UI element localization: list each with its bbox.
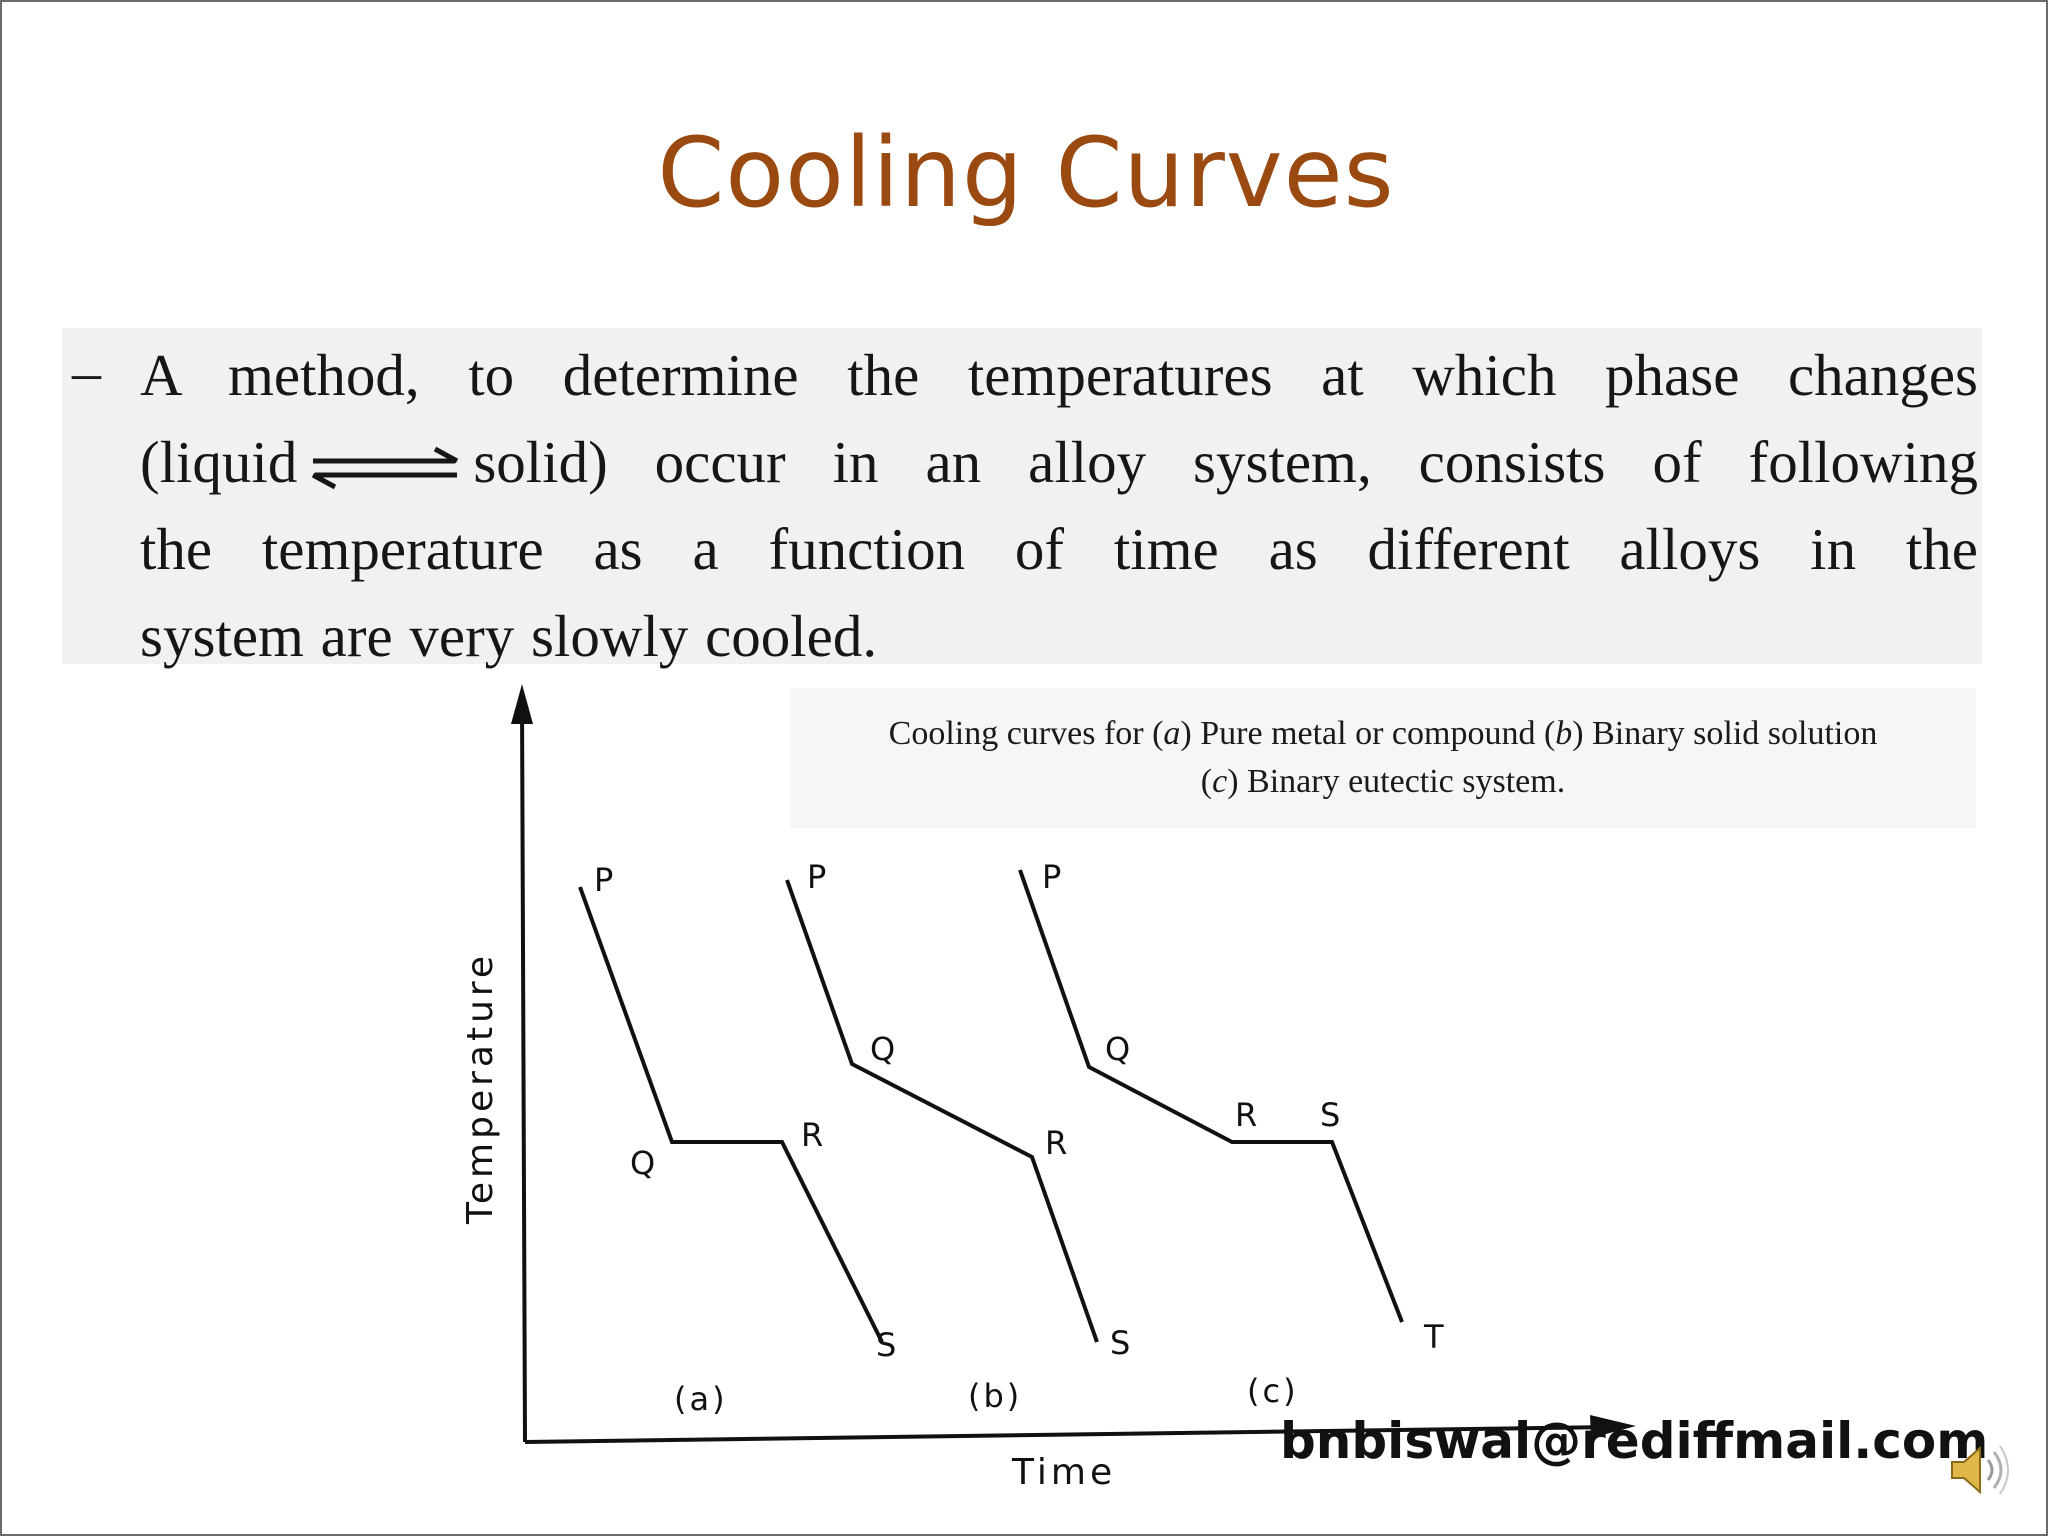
x-axis-arrowhead [1590, 1415, 1636, 1438]
curve-b [785, 879, 1099, 1343]
label-b-Q: Q [870, 1030, 895, 1068]
y-axis [520, 701, 527, 1443]
caption-background [790, 688, 1976, 828]
caption-italic-c: c [1212, 763, 1228, 800]
label-b-S: S [1110, 1324, 1130, 1362]
paragraph-line-2-start: (liquid [140, 429, 298, 495]
label-a-S: S [876, 1326, 896, 1364]
panel-label-c: (c) [1247, 1372, 1299, 1410]
speaker-icon[interactable] [1946, 1440, 2016, 1500]
caption-italic-b: b [1555, 715, 1573, 752]
x-axis-label: Time [1011, 1452, 1116, 1493]
caption-text-1: Cooling curves for ( [888, 715, 1164, 752]
label-a-R: R [801, 1116, 823, 1154]
label-c-T: T [1423, 1318, 1444, 1356]
x-axis [524, 1425, 1613, 1444]
label-b-P: P [807, 858, 826, 896]
paragraph-line-1: A method, to determine the temperatures … [140, 342, 1978, 408]
label-b-R: R [1045, 1124, 1067, 1162]
caption-line-1: Cooling curves for (a) Pure metal or com… [790, 710, 1976, 758]
caption-text-3: ) Binary solid solution [1572, 715, 1878, 752]
definition-paragraph: A method, to determine the temperatures … [140, 332, 1978, 680]
curve-a [578, 886, 884, 1343]
label-c-S: S [1320, 1096, 1340, 1134]
caption-italic-a: a [1163, 715, 1181, 752]
curve-c [1018, 869, 1404, 1323]
paragraph-line-4: system are very slowly cooled. [140, 603, 878, 669]
paragraph-line-2: (liquid solid) occur in an alloy system,… [140, 419, 1978, 506]
y-axis-arrowhead [511, 684, 533, 724]
paragraph-line-3: the temperature as a function of time as… [140, 516, 1978, 582]
label-a-Q: Q [630, 1144, 655, 1182]
panel-label-b: (b) [968, 1377, 1022, 1415]
panel-label-a: (a) [674, 1380, 728, 1418]
label-a-P: P [594, 861, 613, 899]
paragraph-line-2-end: solid) occur in an alloy system, consist… [473, 429, 1978, 495]
panel-labels: (a) (b) (c) [674, 1372, 1299, 1418]
caption-text-5: ) Binary eutectic system. [1227, 763, 1566, 800]
label-c-P: P [1042, 858, 1061, 896]
scanned-text-background [62, 328, 1982, 664]
caption-text-4: ( [1200, 763, 1213, 800]
label-c-R: R [1235, 1096, 1257, 1134]
point-labels: P Q R S P Q R S P Q R S T [594, 858, 1444, 1364]
caption-line-2: (c) Binary eutectic system. [790, 758, 1976, 806]
figure-caption: Cooling curves for (a) Pure metal or com… [790, 710, 1976, 806]
slide-title: Cooling Curves [657, 117, 1395, 229]
caption-text-2: ) Pure metal or compound ( [1180, 715, 1556, 752]
label-c-Q: Q [1105, 1030, 1130, 1068]
bullet-dash: – [72, 339, 101, 404]
y-axis-label: Temperature [460, 952, 501, 1225]
equilibrium-arrows-icon [312, 447, 459, 490]
author-email: bnbiswal@rediffmail.com [1280, 1412, 1989, 1470]
axes [511, 684, 1636, 1444]
